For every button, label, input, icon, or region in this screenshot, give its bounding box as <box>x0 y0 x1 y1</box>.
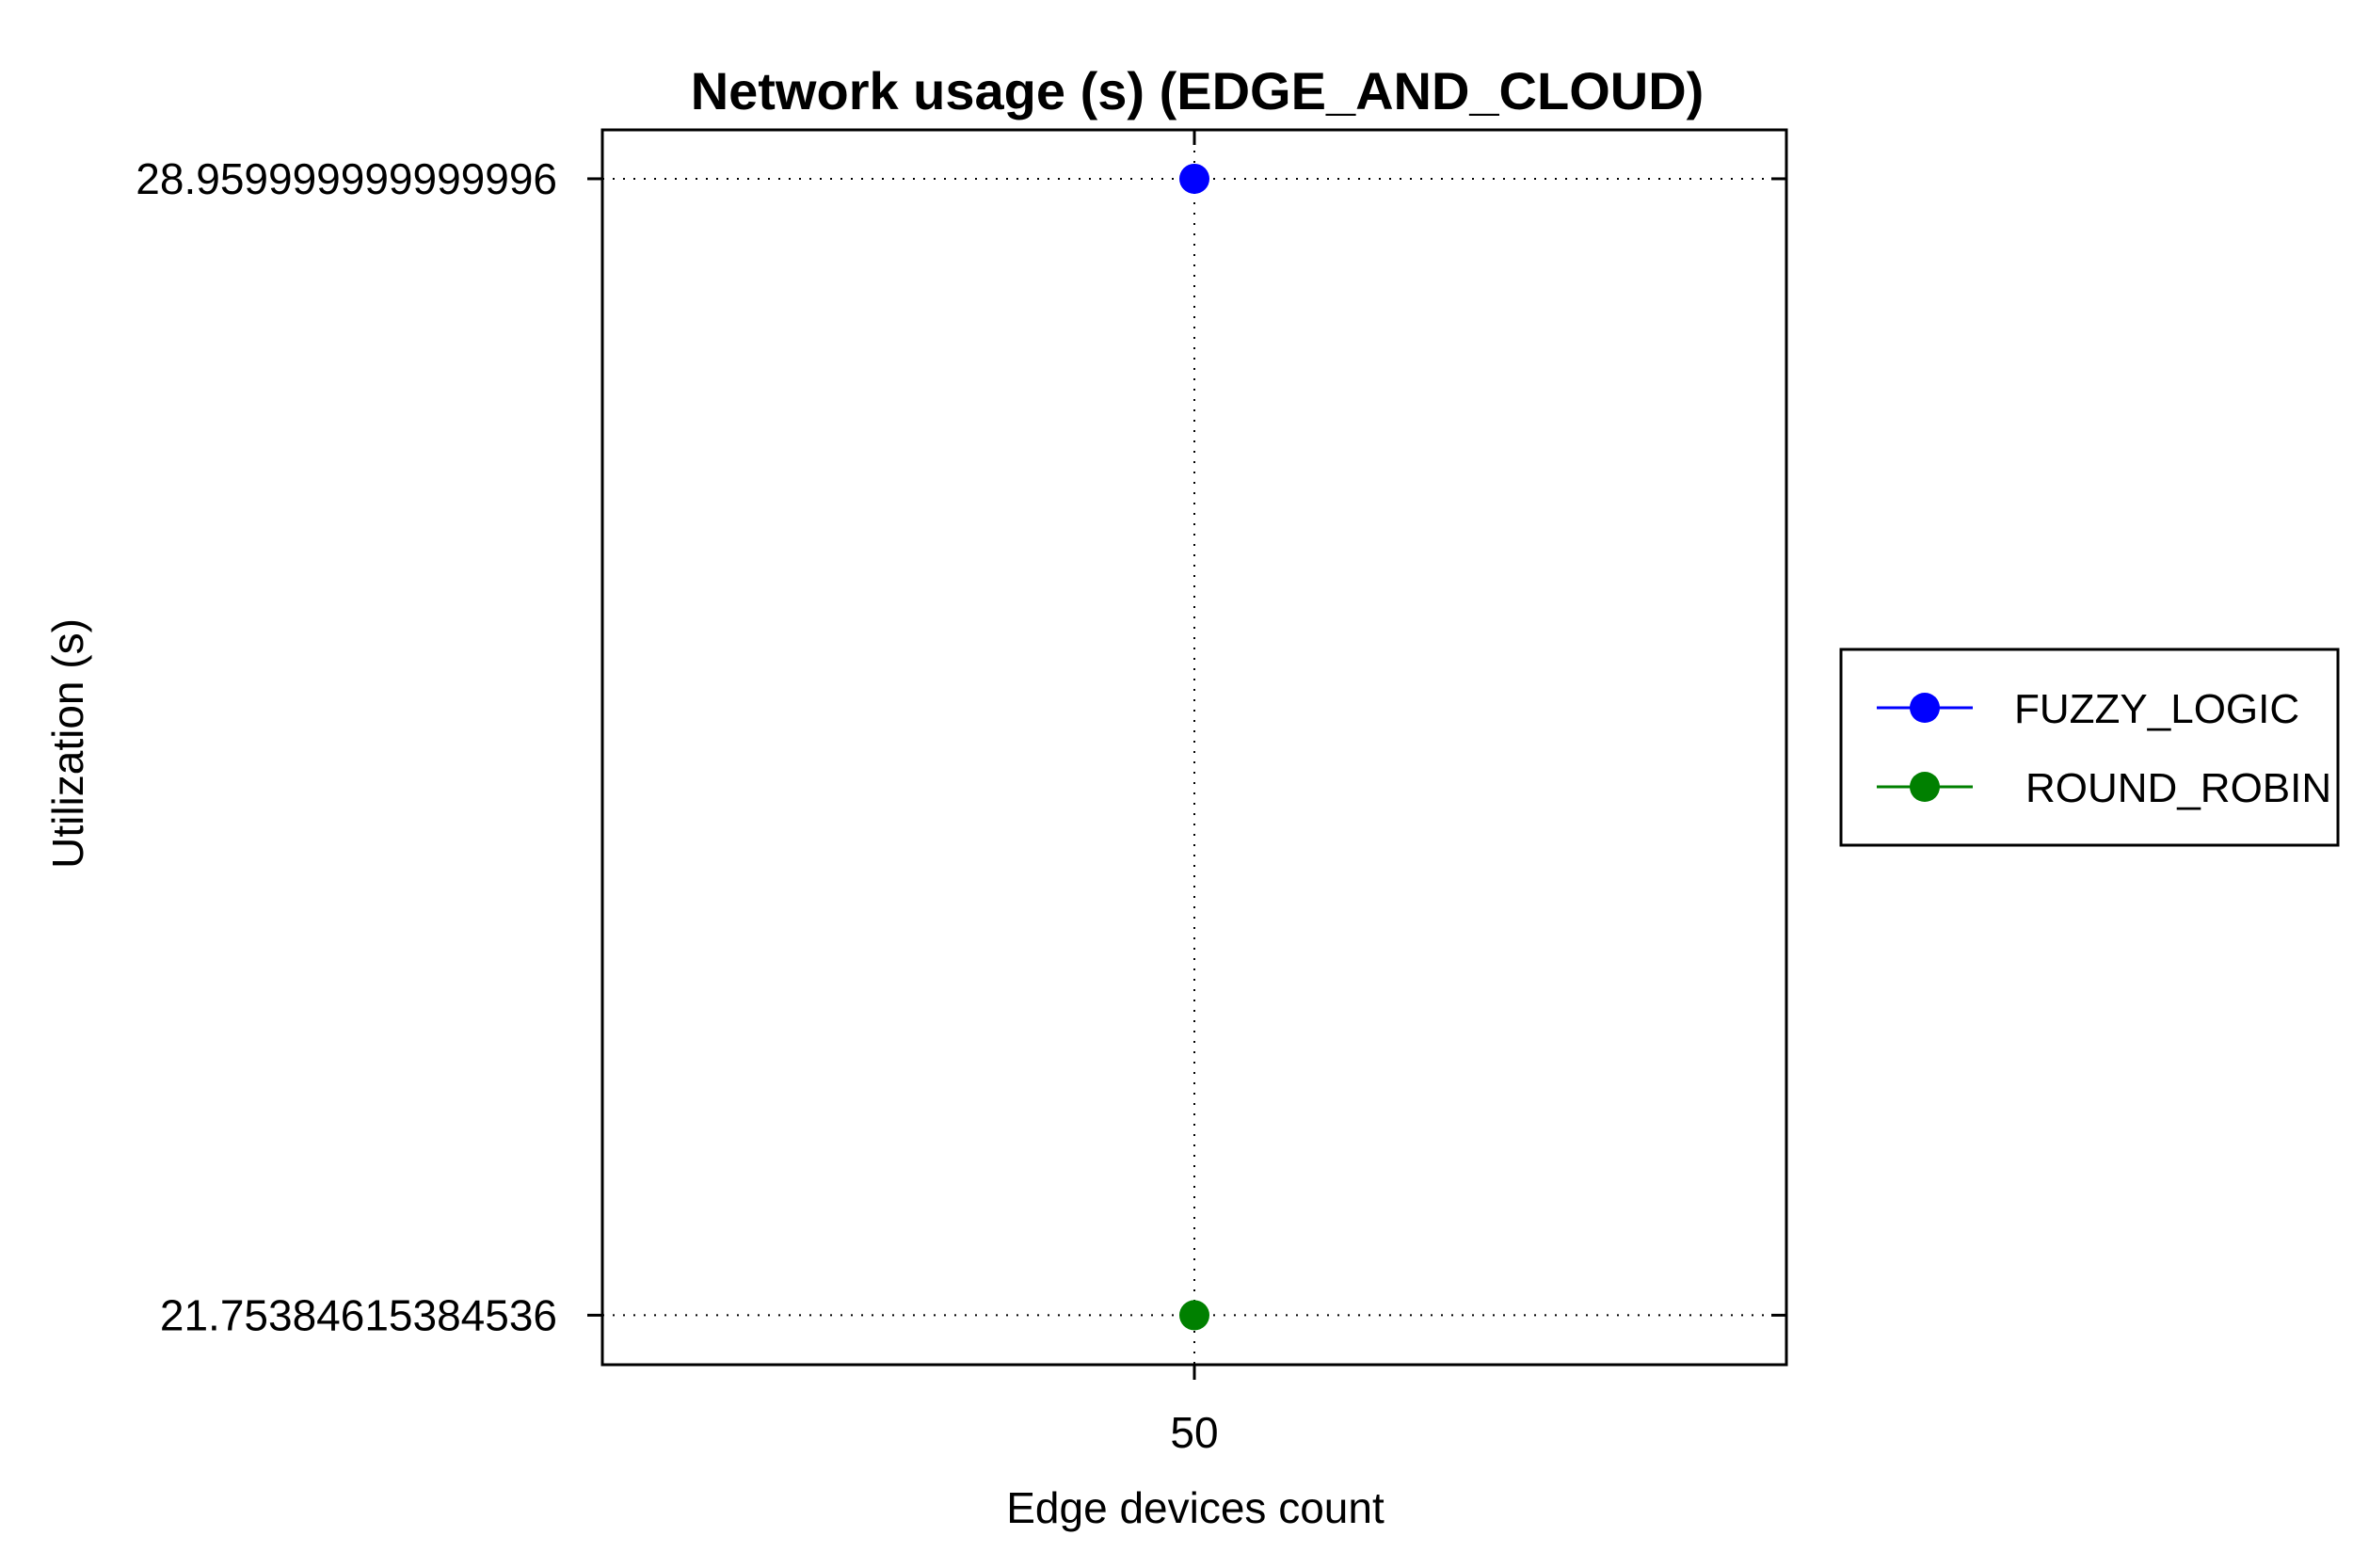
legend-entries: FUZZY_LOGIC ROUND_ROBIN <box>1877 686 2331 811</box>
grid-layer <box>602 130 1786 1365</box>
data-point-round-robin <box>1179 1300 1209 1331</box>
y-tick-label: 28.959999999999996 <box>136 154 557 203</box>
legend-marker-fuzzy-logic <box>1910 693 1940 723</box>
legend-label-round-robin: ROUND_ROBIN <box>2025 765 2331 811</box>
tick-layer: 28.959999999999996 21.75384615384536 50 <box>136 130 1786 1457</box>
marks-layer <box>1179 163 1209 1331</box>
data-point-fuzzy-logic <box>1179 163 1209 194</box>
y-tick-label: 21.75384615384536 <box>160 1290 557 1339</box>
legend: FUZZY_LOGIC ROUND_ROBIN <box>1839 648 2340 847</box>
legend-marker-round-robin <box>1910 772 1940 802</box>
x-tick-label: 50 <box>1170 1408 1218 1457</box>
plot-frame <box>600 128 1788 1367</box>
x-axis-label: Edge devices count <box>1006 1483 1385 1532</box>
y-axis-label: Utilization (s) <box>43 618 92 869</box>
legend-box <box>1839 648 2340 847</box>
chart-title: Network usage (s) (EDGE_AND_CLOUD) <box>691 61 1705 120</box>
legend-label-fuzzy-logic: FUZZY_LOGIC <box>2014 686 2299 732</box>
